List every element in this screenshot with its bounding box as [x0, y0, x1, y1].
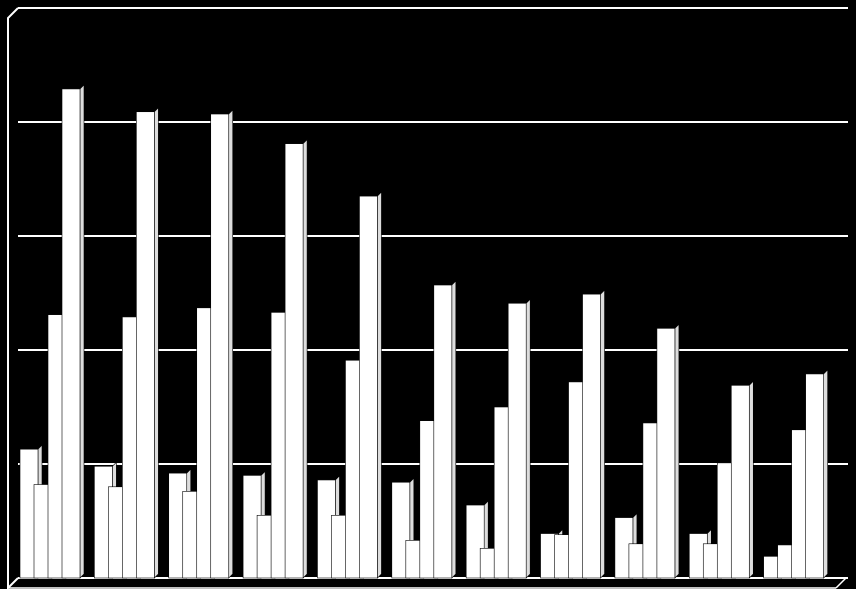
floor-edge	[835, 577, 847, 589]
bar	[284, 143, 304, 579]
bar-side	[525, 298, 531, 579]
bar	[433, 284, 453, 579]
bar-side	[674, 323, 680, 579]
bar	[582, 293, 601, 579]
bar	[136, 111, 155, 579]
bar	[359, 195, 378, 579]
bar-side	[79, 84, 85, 579]
bar-side	[823, 369, 828, 579]
bar	[465, 504, 485, 579]
bar-side	[451, 280, 457, 579]
bar-side	[600, 289, 605, 579]
bar	[730, 385, 750, 579]
bar	[656, 328, 676, 579]
back-wall-edge	[7, 7, 19, 589]
bar-side	[748, 380, 754, 579]
bar-side	[154, 107, 159, 579]
bar-side	[228, 109, 234, 579]
bar	[391, 481, 411, 579]
bar	[805, 373, 824, 579]
bar	[61, 88, 81, 579]
bar	[210, 113, 230, 579]
bar-side	[302, 138, 308, 579]
bar-side	[377, 191, 382, 579]
bar	[507, 302, 527, 579]
